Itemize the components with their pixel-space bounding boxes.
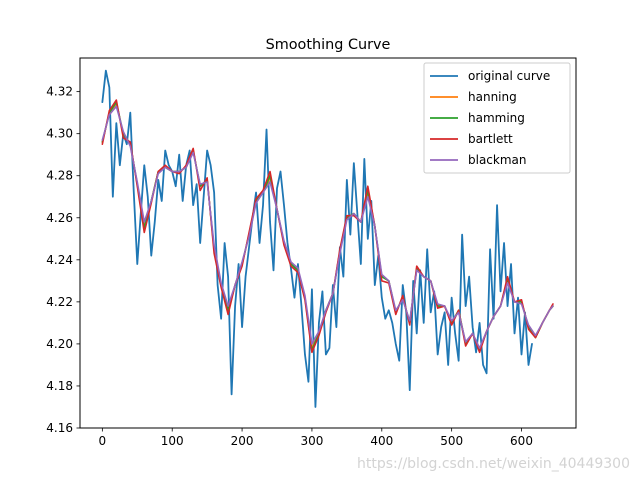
- y-tick-label: 4.16: [46, 421, 73, 435]
- series-layer: [101, 69, 554, 408]
- watermark: https://blog.csdn.net/weixin_40449300: [357, 456, 630, 472]
- legend: original curve hanning hamming bartlett blac…: [423, 62, 571, 174]
- legend-label: original curve: [468, 69, 550, 83]
- series-line-original-curve: [101, 69, 533, 408]
- y-tick-label: 4.18: [46, 379, 73, 393]
- x-tick-label: 100: [161, 434, 184, 448]
- legend-label: blackman: [468, 153, 527, 167]
- x-tick-label: 400: [370, 434, 393, 448]
- y-tick-label: 4.24: [46, 253, 73, 267]
- plot-frame: [79, 57, 577, 429]
- x-tick-label: 0: [99, 434, 107, 448]
- legend-label: hanning: [468, 90, 517, 104]
- y-tick-label: 4.22: [46, 295, 73, 309]
- x-tick-label: 500: [440, 434, 463, 448]
- y-tick-label: 4.32: [46, 85, 73, 99]
- y-tick-label: 4.28: [46, 169, 73, 183]
- legend-box: [423, 62, 571, 174]
- x-tick-label: 600: [510, 434, 533, 448]
- y-tick-label: 4.20: [46, 337, 73, 351]
- legend-label: bartlett: [468, 132, 513, 146]
- series-line-blackman: [101, 105, 554, 349]
- y-tick-label: 4.30: [46, 127, 73, 141]
- y-tick-label: 4.26: [46, 211, 73, 225]
- legend-label: hamming: [468, 111, 525, 125]
- x-tick-label: 200: [231, 434, 254, 448]
- ticks-layer: 0 100 200 300 400 500 600 4.16 4.18 4.20 4.22 4.24 4…: [46, 85, 533, 448]
- x-tick-label: 300: [300, 434, 323, 448]
- chart-title: Smoothing Curve: [266, 37, 391, 53]
